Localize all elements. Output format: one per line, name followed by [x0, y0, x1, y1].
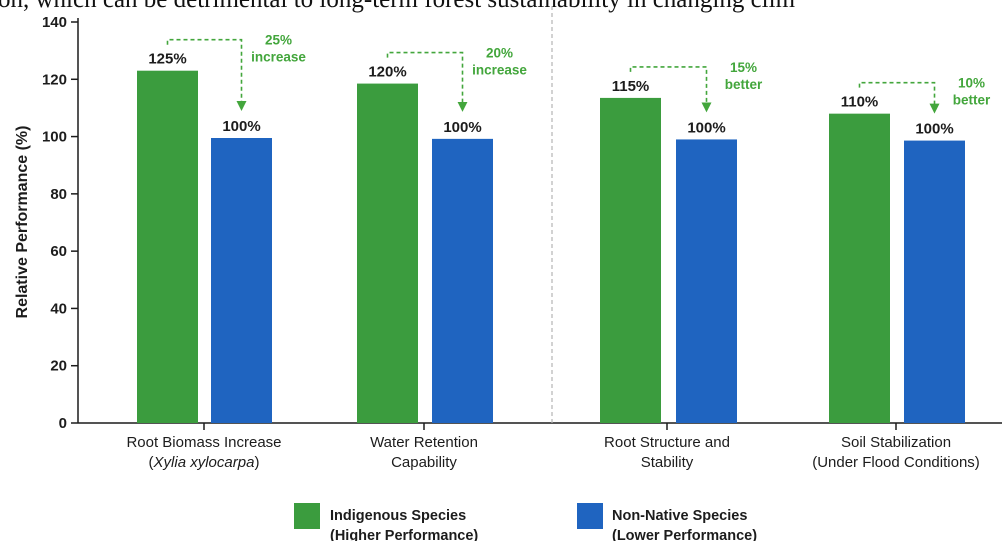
- bar-value-label: 115%: [612, 78, 650, 95]
- axes: 0 20 40 60 80 100 120 140 Relative Performance (…: [14, 14, 1002, 432]
- legend-swatch-indigenous: [294, 503, 320, 529]
- annotations: 25% increase 20% increase 15% better 10% better: [166, 33, 991, 114]
- x-category-label: Capability: [391, 454, 457, 471]
- annotation-percent-label: 25%: [265, 33, 292, 48]
- annotation-arrow: [629, 66, 712, 113]
- y-tick-label: 40: [50, 300, 67, 317]
- legend-series-name: Indigenous Species: [330, 508, 466, 524]
- annotation-percent-label: 15%: [730, 60, 757, 75]
- labels: 125% 120% 115% 110% 100% 100% 100% 100% Root Bio…: [126, 51, 979, 471]
- annotation-arrow: [166, 38, 247, 112]
- non-native-bar: [676, 139, 737, 423]
- x-category-label: Stability: [641, 454, 694, 471]
- legend-series-subtitle: (Lower Performance): [612, 528, 757, 541]
- legend: Indigenous Species (Higher Performance) No…: [294, 503, 757, 541]
- bar-value-label: 125%: [148, 51, 186, 68]
- bar-value-label: 110%: [841, 94, 879, 111]
- non-native-bar: [904, 140, 965, 423]
- annotation-text-label: increase: [472, 63, 527, 78]
- annotation-percent-label: 10%: [958, 76, 985, 91]
- x-category-label: (Xylia xylocarpa): [149, 454, 260, 471]
- y-axis-title: Relative Performance (%): [14, 126, 31, 319]
- non-native-bar: [211, 138, 272, 423]
- bar-value-label: 100%: [443, 119, 481, 136]
- non-native-bar: [432, 138, 493, 423]
- y-tick-label: 120: [42, 71, 67, 88]
- y-tick-label: 20: [50, 358, 67, 375]
- y-tick-label: 80: [50, 186, 67, 203]
- annotation-arrow: [386, 51, 468, 112]
- indigenous-bar: [137, 70, 198, 423]
- legend-swatch-non-native: [577, 503, 603, 529]
- y-tick-label: 140: [42, 14, 67, 31]
- indigenous-bar: [829, 113, 890, 424]
- x-category-label: Root Biomass Increase: [126, 434, 281, 451]
- indigenous-bar: [357, 83, 418, 423]
- x-category-label: Root Structure and: [604, 434, 730, 451]
- bars: [137, 70, 965, 424]
- indigenous-bar: [600, 97, 661, 424]
- annotation-text-label: better: [953, 93, 991, 108]
- annotation-text-label: better: [725, 77, 763, 92]
- annotation-percent-label: 20%: [486, 46, 513, 61]
- y-tick-label: 100: [42, 129, 67, 146]
- legend-series-name: Non-Native Species: [612, 508, 747, 524]
- bar-value-label: 100%: [915, 121, 953, 138]
- clipped-caption-text: on, which can be detrimental to long-ter…: [0, 0, 795, 14]
- bar-value-label: 120%: [368, 64, 406, 81]
- y-tick-label: 60: [50, 243, 67, 260]
- legend-series-subtitle: (Higher Performance): [330, 528, 478, 541]
- annotation-text-label: increase: [251, 50, 306, 65]
- x-category-label: Soil Stabilization: [841, 434, 951, 451]
- bar-value-label: 100%: [222, 118, 260, 135]
- y-tick-label: 0: [59, 415, 67, 432]
- x-category-label: Water Retention: [370, 434, 478, 451]
- annotation-arrow: [858, 81, 940, 114]
- bar-value-label: 100%: [687, 119, 725, 136]
- x-category-label: (Under Flood Conditions): [812, 454, 980, 471]
